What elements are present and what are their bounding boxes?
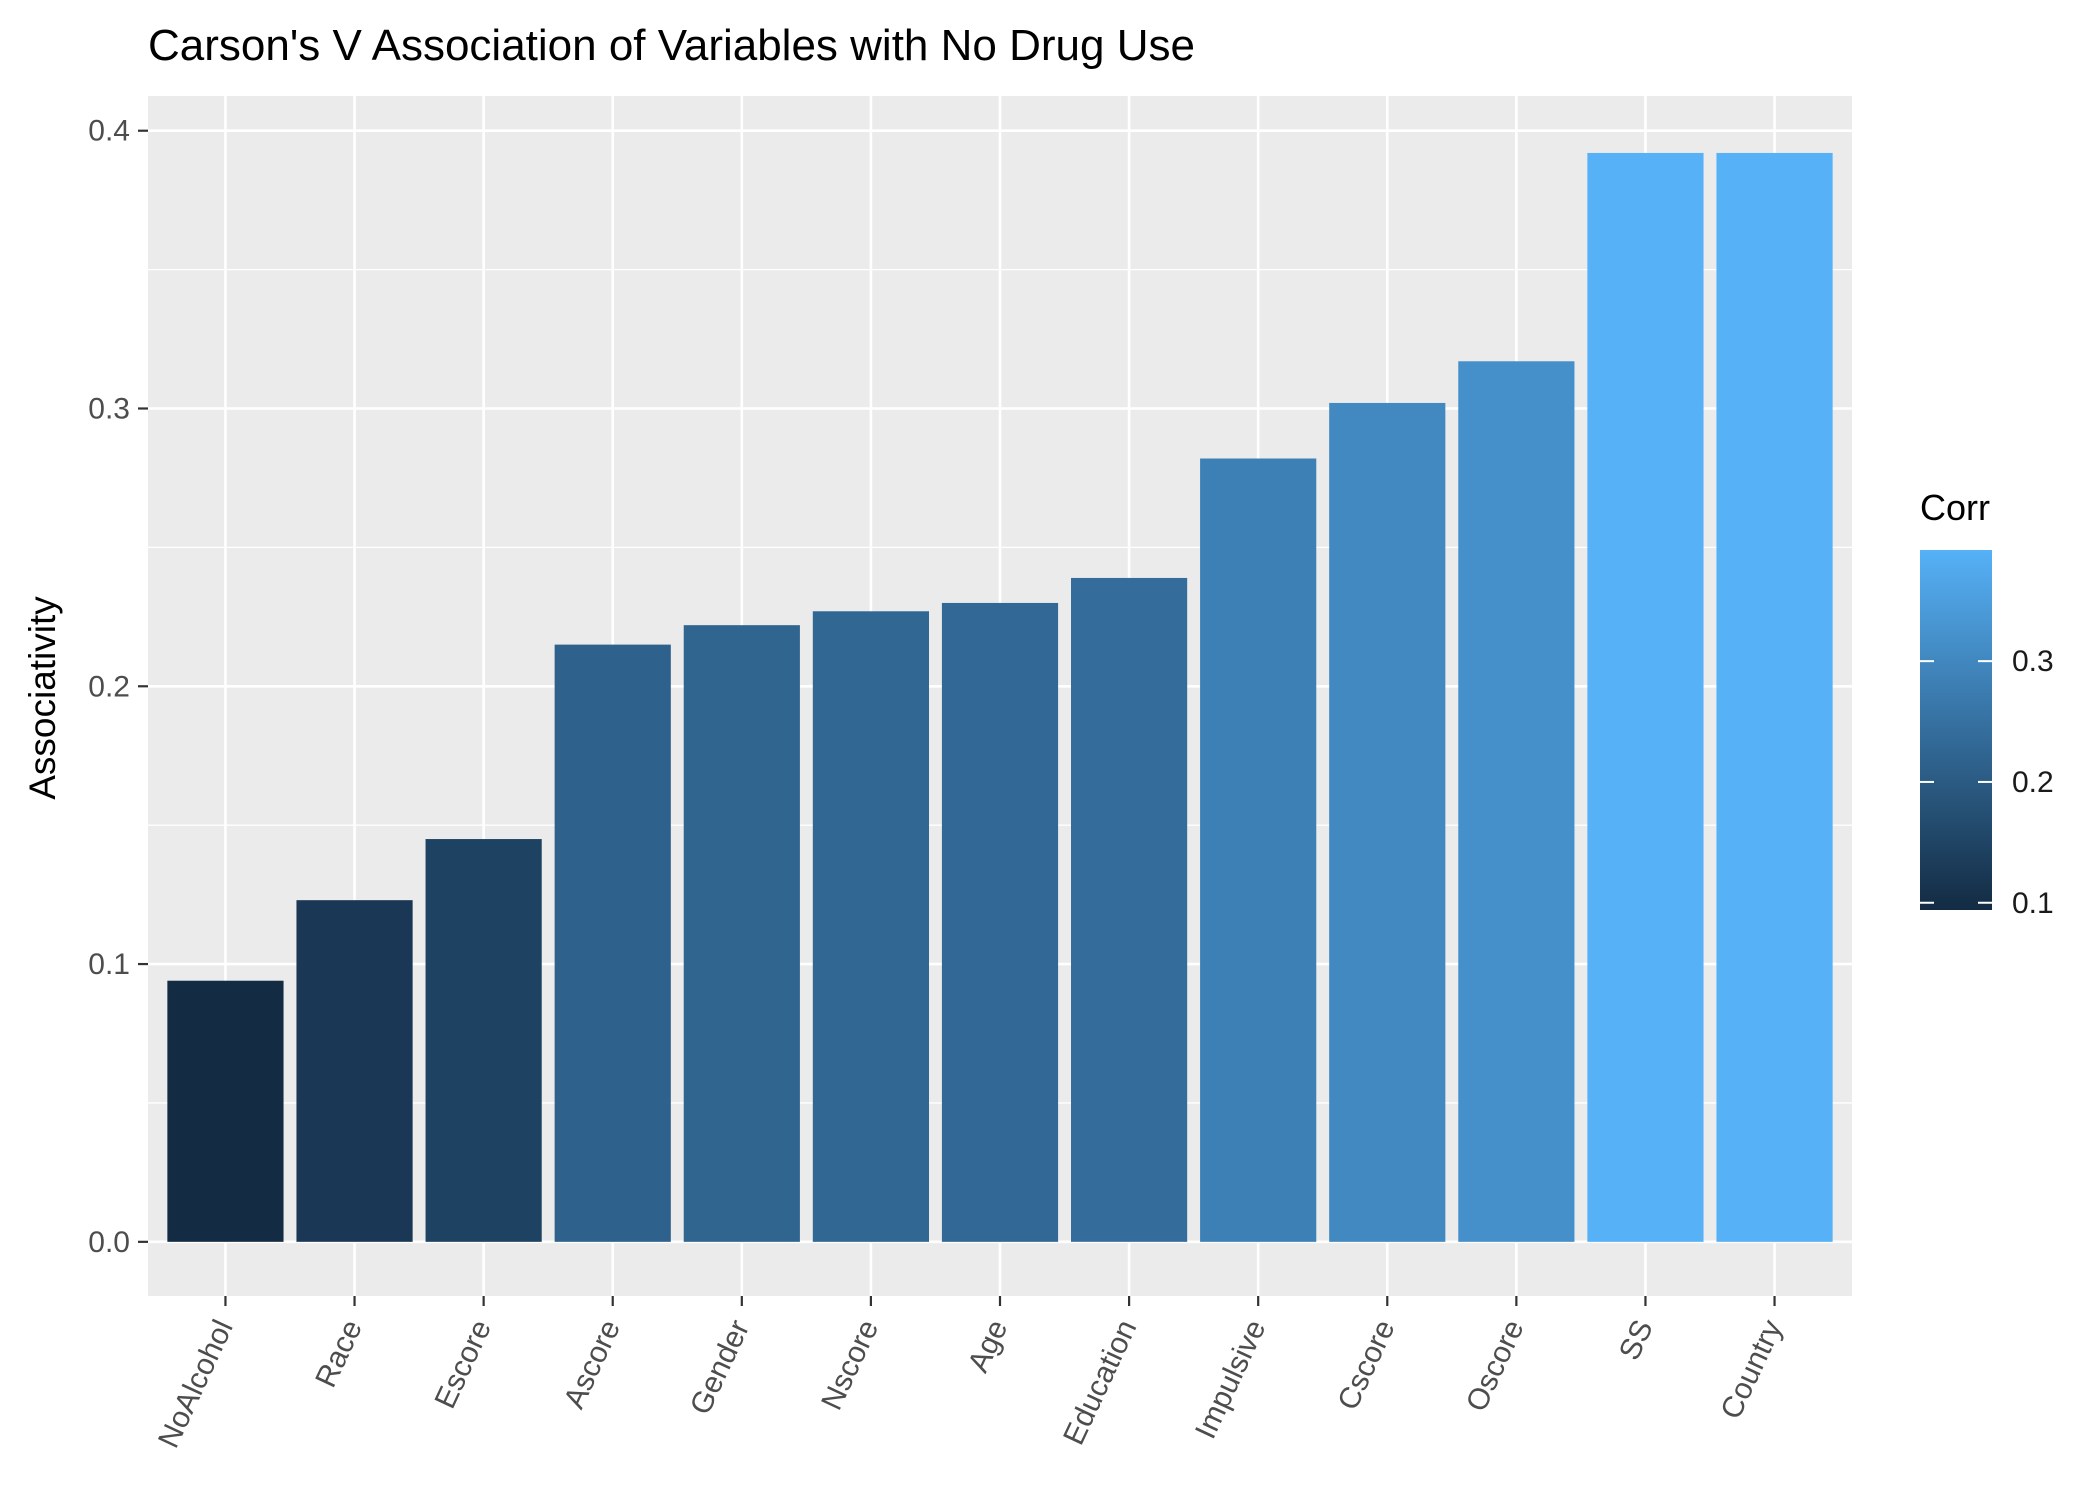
bar-race [296,900,413,1242]
bar-noalcohol [167,980,284,1242]
bar-gender [683,625,800,1242]
bar-impulsive [1200,458,1317,1242]
x-tick-label: Education [1057,1315,1143,1450]
x-tick-label: Oscore [1460,1315,1531,1417]
x-tick-label: Country [1715,1315,1789,1424]
x-tick-label: Age [962,1315,1014,1377]
legend-tick-label: 0.3 [2012,645,2054,678]
x-tick-label: Cscore [1332,1315,1402,1415]
y-tick-label: 0.1 [88,948,130,981]
x-tick-label: Gender [684,1315,756,1420]
legend-colorbar [1920,550,1992,910]
x-tick-label: NoAlcohol [152,1315,240,1453]
legend-tick-label: 0.1 [2012,887,2054,920]
x-tick-label: Impulsive [1189,1315,1272,1444]
bars [167,152,1833,1242]
x-tick-label: Ascore [558,1315,627,1414]
bar-oscore [1458,361,1575,1242]
x-tick-label: Nscore [815,1315,885,1415]
legend-ticks: 0.1 0.2 0.3 [1920,645,2054,920]
y-axis-title: Associativity [22,596,63,800]
bar-education [1071,577,1188,1242]
bar-age [941,602,1059,1242]
y-tick-label: 0.3 [88,393,130,426]
x-axis: NoAlcohol Race Escore Ascore Gender Nscore Age… [152,1296,1789,1453]
x-tick-label: SS [1613,1315,1660,1365]
legend-title: Corr [1920,487,1990,528]
x-tick-label: Race [309,1315,369,1392]
bar-ss [1587,152,1704,1242]
y-tick-label: 0.2 [88,670,130,703]
y-tick-label: 0.0 [88,1226,130,1259]
x-tick-label: Escore [429,1315,498,1414]
bar-country [1716,152,1833,1242]
y-axis: 0.0 0.1 0.2 0.3 0.4 [88,115,148,1259]
legend: Corr 0.1 0.2 0.3 [1920,487,2054,920]
bar-escore [425,839,542,1242]
y-tick-label: 0.4 [88,115,130,148]
chart-title: Carson's V Association of Variables with… [148,21,1195,70]
legend-tick-label: 0.2 [2012,766,2054,799]
bar-ascore [554,644,671,1242]
bar-cscore [1329,402,1446,1242]
bar-nscore [812,611,929,1242]
